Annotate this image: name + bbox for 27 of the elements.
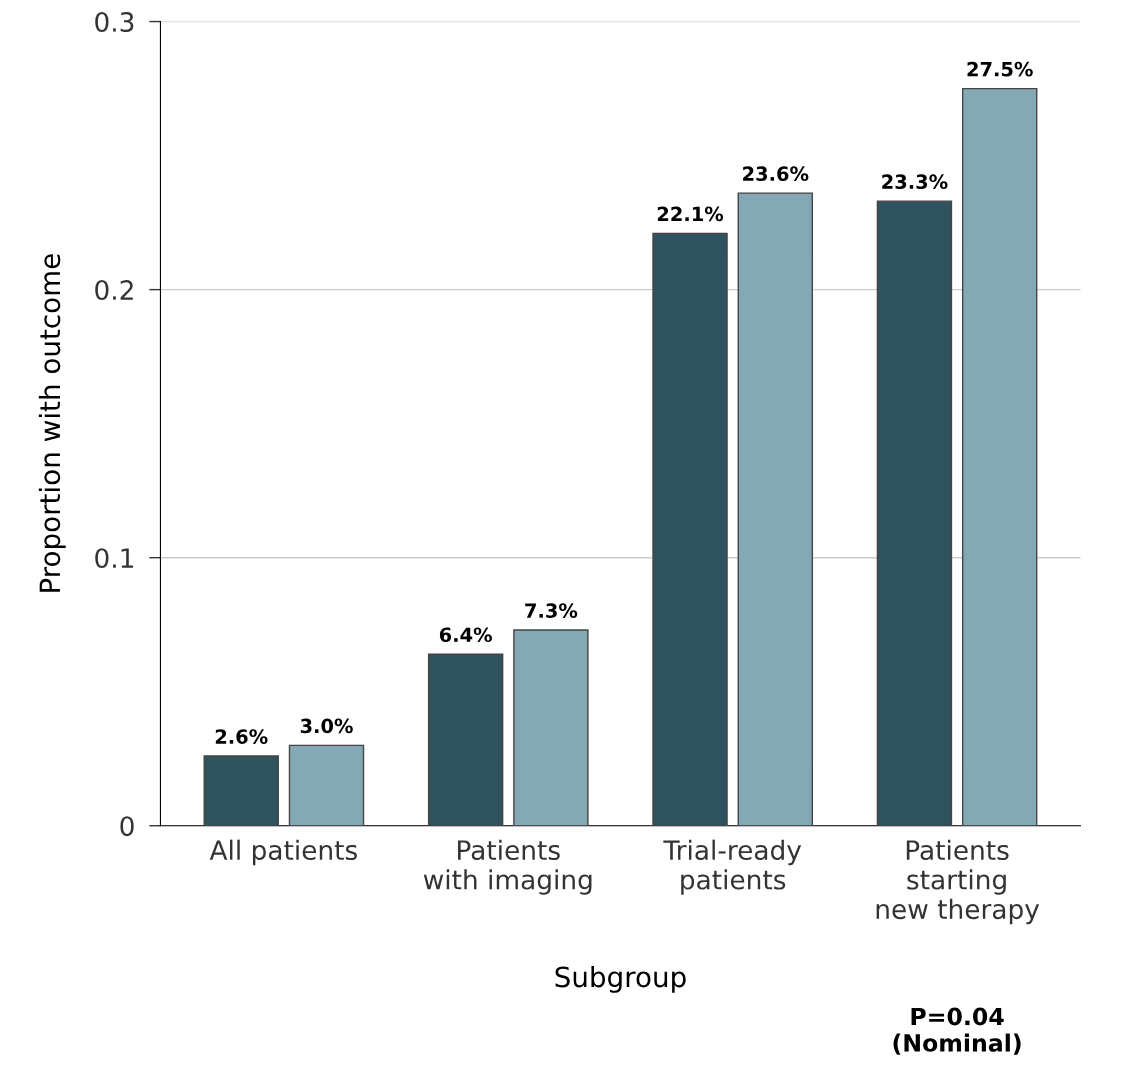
x-tick-label: Patients with imaging [423,839,592,895]
y-tick-label: 0.2 [95,280,133,301]
bar [961,87,1038,826]
y-tick-label: 0.3 [95,12,134,32]
bar [203,755,279,826]
x-tick-label: Patients starting new therapy [876,839,1040,925]
bar [427,653,504,826]
text: P=0.04 (Nominal) [893,1007,1021,1055]
y-axis-title: Proportion with outcome [38,254,66,592]
data-label: 22.1% [657,206,724,222]
x-axis-title: Subgroup [555,965,686,993]
data-label: 7.3% [525,603,578,618]
bar [513,629,589,826]
data-label: 6.4% [439,627,492,643]
y-tick-label: 0 [120,816,134,837]
bar [737,192,814,826]
bar [288,744,365,826]
bar [652,232,728,826]
data-label: 23.6% [743,166,809,182]
x-tick-label: All patients [209,839,357,866]
data-label: 23.3% [882,174,948,190]
bar [876,200,953,826]
data-label: 2.6% [215,729,268,744]
data-label: 3.0% [300,718,353,734]
y-tick-label: 0.1 [95,548,134,569]
x-tick-label: Trial-ready patients [663,839,802,895]
data-label: 27.5% [967,61,1033,77]
